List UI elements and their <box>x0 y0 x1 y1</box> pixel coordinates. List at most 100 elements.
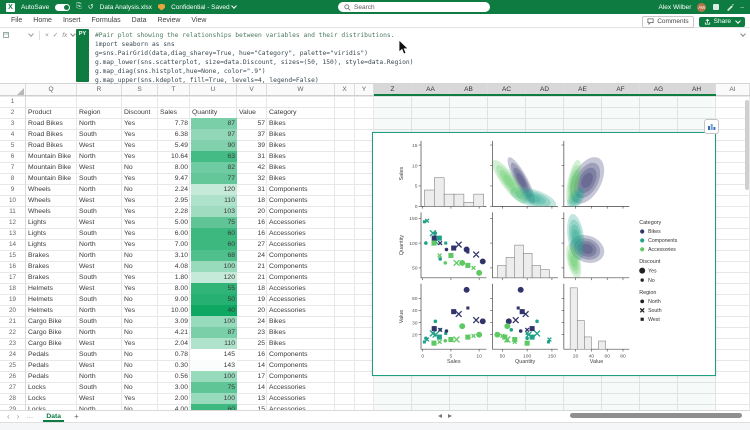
cell-sales[interactable]: 4.21 <box>174 329 188 336</box>
cell-discount[interactable]: Yes <box>124 153 136 160</box>
row-header-28[interactable]: 28 <box>0 393 26 404</box>
row-header-1[interactable]: 1 <box>0 96 26 107</box>
cell-sales[interactable]: 2.24 <box>174 186 188 193</box>
row-header-12[interactable]: 12 <box>0 217 26 228</box>
cell-region[interactable]: West <box>79 142 95 149</box>
formula-code-editor[interactable]: #Pair plot showing the relationships bet… <box>95 31 413 86</box>
cell-region[interactable]: North <box>79 329 96 336</box>
column-header-AG[interactable]: AG <box>640 84 678 96</box>
cell-quantity[interactable]: 63 <box>227 153 235 160</box>
cell-discount[interactable]: Yes <box>124 307 136 314</box>
cell-quantity[interactable]: 75 <box>227 384 235 391</box>
cell-discount[interactable]: Yes <box>124 285 136 292</box>
cell-discount[interactable]: No <box>124 252 133 259</box>
vertical-scrollbar[interactable] <box>745 100 749 190</box>
menu-tab-formulas[interactable]: Formulas <box>91 17 121 24</box>
cell-value[interactable]: 13 <box>257 395 265 402</box>
cell-category[interactable]: Components <box>269 351 308 358</box>
row-header-5[interactable]: 5 <box>0 140 26 151</box>
cell-category[interactable]: Components <box>269 252 308 259</box>
row-header-22[interactable]: 22 <box>0 327 26 338</box>
cell-region[interactable]: South <box>79 351 97 358</box>
cell-product[interactable]: Cargo Bike <box>28 340 62 347</box>
cell-region[interactable]: South <box>79 131 97 138</box>
insert-function-icon[interactable]: fx <box>62 31 68 39</box>
cell-sales[interactable]: 2.00 <box>174 395 188 402</box>
cell-category[interactable]: Accessories <box>269 307 306 314</box>
cell-quantity[interactable]: 87 <box>227 329 235 336</box>
cell-discount[interactable]: No <box>124 186 133 193</box>
cell-product[interactable]: Road Bikes <box>28 120 63 127</box>
cell-discount[interactable]: Yes <box>124 197 136 204</box>
row-header-23[interactable]: 23 <box>0 338 26 349</box>
row-header-29[interactable]: 29 <box>0 404 26 415</box>
cell-product[interactable]: Brakes <box>28 252 50 259</box>
cell-value[interactable]: 27 <box>257 241 265 248</box>
cell-discount[interactable]: Yes <box>124 208 136 215</box>
column-header-AC[interactable]: AC <box>488 84 526 96</box>
row-header-16[interactable]: 16 <box>0 261 26 272</box>
cell-discount[interactable]: No <box>123 404 156 415</box>
cell-sales[interactable]: 4.00 <box>159 404 188 415</box>
cell-value[interactable]: 31 <box>257 153 265 160</box>
cell-quantity[interactable]: 100 <box>223 395 235 402</box>
cell-sales[interactable]: 4.08 <box>174 263 188 270</box>
next-sheet-icon[interactable]: › <box>16 411 20 421</box>
formula-bar[interactable]: × ✓ fx PY #Pair plot showing the relatio… <box>0 28 750 84</box>
cell-quantity[interactable]: 100 <box>223 263 235 270</box>
cell-region[interactable]: West <box>79 197 95 204</box>
table-header-sales[interactable]: Sales <box>160 109 178 116</box>
cell-quantity[interactable]: 75 <box>227 219 235 226</box>
cell-sales[interactable]: 2.04 <box>174 340 188 347</box>
cell-quantity[interactable]: 90 <box>227 142 235 149</box>
cell-sales[interactable]: 6.00 <box>174 230 188 237</box>
cell-discount[interactable]: No <box>124 373 133 380</box>
cell-product[interactable]: Pedals <box>28 362 49 369</box>
cell-value[interactable]: 18 <box>257 285 265 292</box>
row-header-8[interactable]: 8 <box>0 173 26 184</box>
cell-product[interactable]: Wheels <box>28 197 51 204</box>
sheet-tab-data[interactable]: Data <box>43 411 65 422</box>
save-icon[interactable]: ⎘ <box>76 3 82 10</box>
cell-discount[interactable]: No <box>124 384 133 391</box>
cell-quantity[interactable]: 100 <box>223 373 235 380</box>
cell-region[interactable]: North <box>79 120 96 127</box>
cell-region[interactable]: West <box>79 362 95 369</box>
row-header-27[interactable]: 27 <box>0 382 26 393</box>
column-header-V[interactable]: V <box>237 84 267 96</box>
cell-product[interactable]: Lights <box>28 219 47 226</box>
row-header-15[interactable]: 15 <box>0 250 26 261</box>
cell-sales[interactable]: 9.47 <box>174 175 188 182</box>
table-header-category[interactable]: Category <box>269 109 297 116</box>
cell-category[interactable]: Components <box>269 274 308 281</box>
cell-sales[interactable]: 9.00 <box>174 296 188 303</box>
cell-value[interactable]: 23 <box>257 329 265 336</box>
row-header-3[interactable]: 3 <box>0 118 26 129</box>
cell-category[interactable]: Bikes <box>269 318 286 325</box>
cell-product[interactable]: Mountain Bike <box>28 175 72 182</box>
cell-product[interactable]: Brakes <box>28 263 50 270</box>
cell-quantity[interactable]: 60 <box>191 404 235 415</box>
cell-discount[interactable]: Yes <box>124 395 136 402</box>
table-header-quantity[interactable]: Quantity <box>192 109 218 116</box>
cell-category[interactable]: Accessories <box>269 230 306 237</box>
column-header-AB[interactable]: AB <box>450 84 488 96</box>
document-title[interactable]: Data Analysis.xlsx <box>99 3 153 11</box>
cell-quantity[interactable]: 110 <box>224 340 235 347</box>
cell-quantity[interactable]: 143 <box>223 362 235 369</box>
cell-discount[interactable]: Yes <box>124 230 136 237</box>
cell-sales[interactable]: 3.09 <box>174 318 188 325</box>
cell-sales[interactable]: 6.38 <box>174 131 188 138</box>
cell-value[interactable]: 18 <box>257 197 265 204</box>
cell-sales[interactable]: 3.10 <box>174 252 188 259</box>
cell-product[interactable]: Pedals <box>28 373 49 380</box>
cell-sales[interactable]: 0.78 <box>174 351 188 358</box>
cell-product[interactable]: Cargo Bike <box>28 329 62 336</box>
cell-region[interactable]: South <box>79 274 97 281</box>
cell-region[interactable]: South <box>79 318 97 325</box>
cell-category[interactable]: Bikes <box>269 175 286 182</box>
cell-discount[interactable]: No <box>124 296 133 303</box>
row-header-11[interactable]: 11 <box>0 206 26 217</box>
cell-discount[interactable]: No <box>124 164 133 171</box>
cell-region[interactable]: West <box>79 164 95 171</box>
